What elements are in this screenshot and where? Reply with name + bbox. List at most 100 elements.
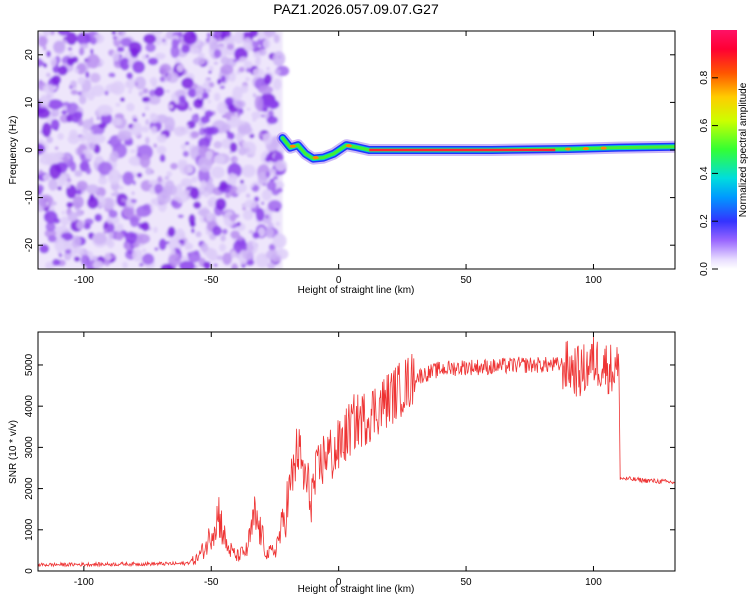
noise-blob <box>132 118 138 122</box>
noise-blob <box>208 81 215 88</box>
noise-blob <box>228 71 236 82</box>
snr-ytick-label: 3000 <box>24 436 35 459</box>
noise-blob <box>181 189 190 197</box>
noise-blob <box>106 214 120 225</box>
noise-blob <box>49 163 62 180</box>
noise-blob <box>46 201 49 206</box>
noise-blob <box>141 221 150 232</box>
noise-blob <box>170 200 179 207</box>
noise-blob <box>142 96 151 103</box>
noise-blob <box>67 178 72 183</box>
noise-blob <box>132 249 143 262</box>
noise-blob <box>246 107 251 111</box>
noise-blob <box>216 255 223 261</box>
noise-blob <box>189 107 192 111</box>
noise-blob <box>222 252 233 266</box>
noise-blob <box>206 88 212 93</box>
noise-blob <box>191 113 200 124</box>
noise-blob <box>179 260 195 269</box>
noise-blob <box>54 237 67 253</box>
frequency-ridge <box>276 132 675 165</box>
noise-blob <box>111 117 122 127</box>
noise-blob <box>105 83 121 93</box>
noise-blob <box>233 99 246 109</box>
noise-blob <box>86 53 100 69</box>
noise-blob <box>150 198 156 204</box>
noise-blob <box>127 250 132 255</box>
noise-blob <box>273 34 280 44</box>
noise-blob <box>52 258 61 266</box>
noise-blob <box>76 220 85 230</box>
noise-blob <box>119 185 124 191</box>
noise-blob <box>267 200 282 212</box>
noise-blob <box>143 33 157 45</box>
noise-blob <box>54 146 59 150</box>
noise-blob <box>203 41 208 46</box>
noise-blob <box>151 81 157 88</box>
noise-blob <box>46 136 54 144</box>
spectrogram-xtick-label: 0 <box>336 275 342 286</box>
noise-blob <box>248 229 254 234</box>
spectrogram-xtick-label: -100 <box>74 275 94 286</box>
noise-blob <box>142 87 149 94</box>
noise-blob <box>253 51 261 59</box>
noise-blob <box>182 150 189 158</box>
noise-blob <box>205 78 211 83</box>
noise-blob <box>38 169 44 176</box>
noise-blob <box>96 116 100 121</box>
noise-blob <box>245 67 252 73</box>
noise-blob <box>273 162 277 167</box>
noise-blob <box>229 214 237 222</box>
noise-blob <box>78 134 87 142</box>
noise-blob <box>220 64 234 75</box>
noise-blob <box>222 228 228 235</box>
noise-blob <box>237 124 252 135</box>
noise-blob <box>38 194 54 208</box>
noise-blob <box>251 111 262 120</box>
noise-blob <box>257 227 266 238</box>
noise-blob <box>50 119 60 131</box>
noise-blob <box>65 181 71 189</box>
snr-ytick-label: 4000 <box>24 395 35 418</box>
noise-blob <box>129 216 140 228</box>
noise-blob <box>61 210 66 215</box>
noise-blob <box>266 153 271 163</box>
colorbar-ticks: 0.0 0.2 0.4 0.6 0.8 <box>699 70 718 276</box>
noise-blob <box>85 71 90 79</box>
noise-blob <box>198 186 205 193</box>
noise-blob <box>192 57 206 66</box>
noise-blob <box>275 208 280 213</box>
noise-blob <box>120 97 125 102</box>
noise-blob <box>177 214 184 219</box>
noise-blob <box>219 180 228 191</box>
noise-blob <box>229 34 235 43</box>
snr-frame <box>37 331 676 572</box>
noise-blob <box>115 231 124 241</box>
snr-ylabel: SNR (10 * v/v) <box>8 420 19 484</box>
noise-blob <box>68 51 74 59</box>
noise-blob <box>147 57 159 66</box>
noise-blob <box>160 263 174 269</box>
noise-blob <box>154 86 165 97</box>
noise-blob <box>176 183 183 192</box>
noise-blob <box>149 113 159 124</box>
noise-blob <box>245 77 250 82</box>
noise-blob <box>217 37 223 42</box>
noise-blob <box>268 168 277 175</box>
noise-blob <box>61 110 68 115</box>
snr-ytick-label: 5000 <box>24 353 35 376</box>
noise-blob <box>41 151 49 159</box>
noise-blob <box>38 58 43 68</box>
noise-blob <box>50 201 57 206</box>
noise-blob <box>55 151 65 159</box>
noise-blob <box>263 31 276 38</box>
noise-blob <box>119 57 130 71</box>
noise-blob <box>134 81 139 87</box>
noise-blob <box>213 31 223 37</box>
noise-blob <box>98 176 108 185</box>
noise-blob <box>187 88 197 98</box>
noise-blob <box>76 180 88 192</box>
noise-blob <box>46 50 51 58</box>
noise-blob <box>238 66 245 73</box>
